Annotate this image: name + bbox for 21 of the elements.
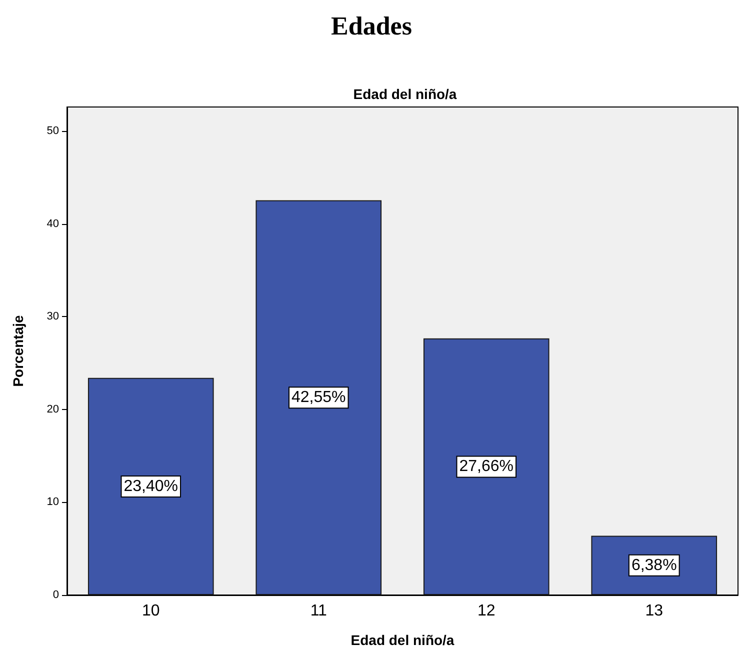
y-tick-label: 50 <box>46 125 59 138</box>
chart-title: Edades <box>331 12 412 40</box>
y-tick-label: 30 <box>46 310 59 323</box>
x-axis-title: Edad del niño/a <box>350 632 454 648</box>
x-tick-label: 13 <box>645 602 664 620</box>
y-tick-label: 0 <box>52 589 59 601</box>
bar <box>256 200 382 595</box>
x-tick-label: 12 <box>477 602 496 620</box>
y-tick-label: 20 <box>46 403 59 416</box>
data-label: 42,55% <box>291 389 346 406</box>
x-tick-label: 11 <box>310 602 328 620</box>
bar <box>88 378 214 595</box>
y-tick-label: 10 <box>46 496 59 508</box>
data-label: 23,40% <box>124 478 178 495</box>
y-tick-label: 40 <box>46 218 59 230</box>
data-label: 6,38% <box>631 556 677 574</box>
data-label: 27,66% <box>459 458 514 476</box>
x-tick-label: 10 <box>142 602 160 620</box>
bar <box>423 338 550 595</box>
chart-subtitle: Edad del niño/a <box>353 86 457 102</box>
y-axis-title: Porcentaje <box>10 314 26 387</box>
